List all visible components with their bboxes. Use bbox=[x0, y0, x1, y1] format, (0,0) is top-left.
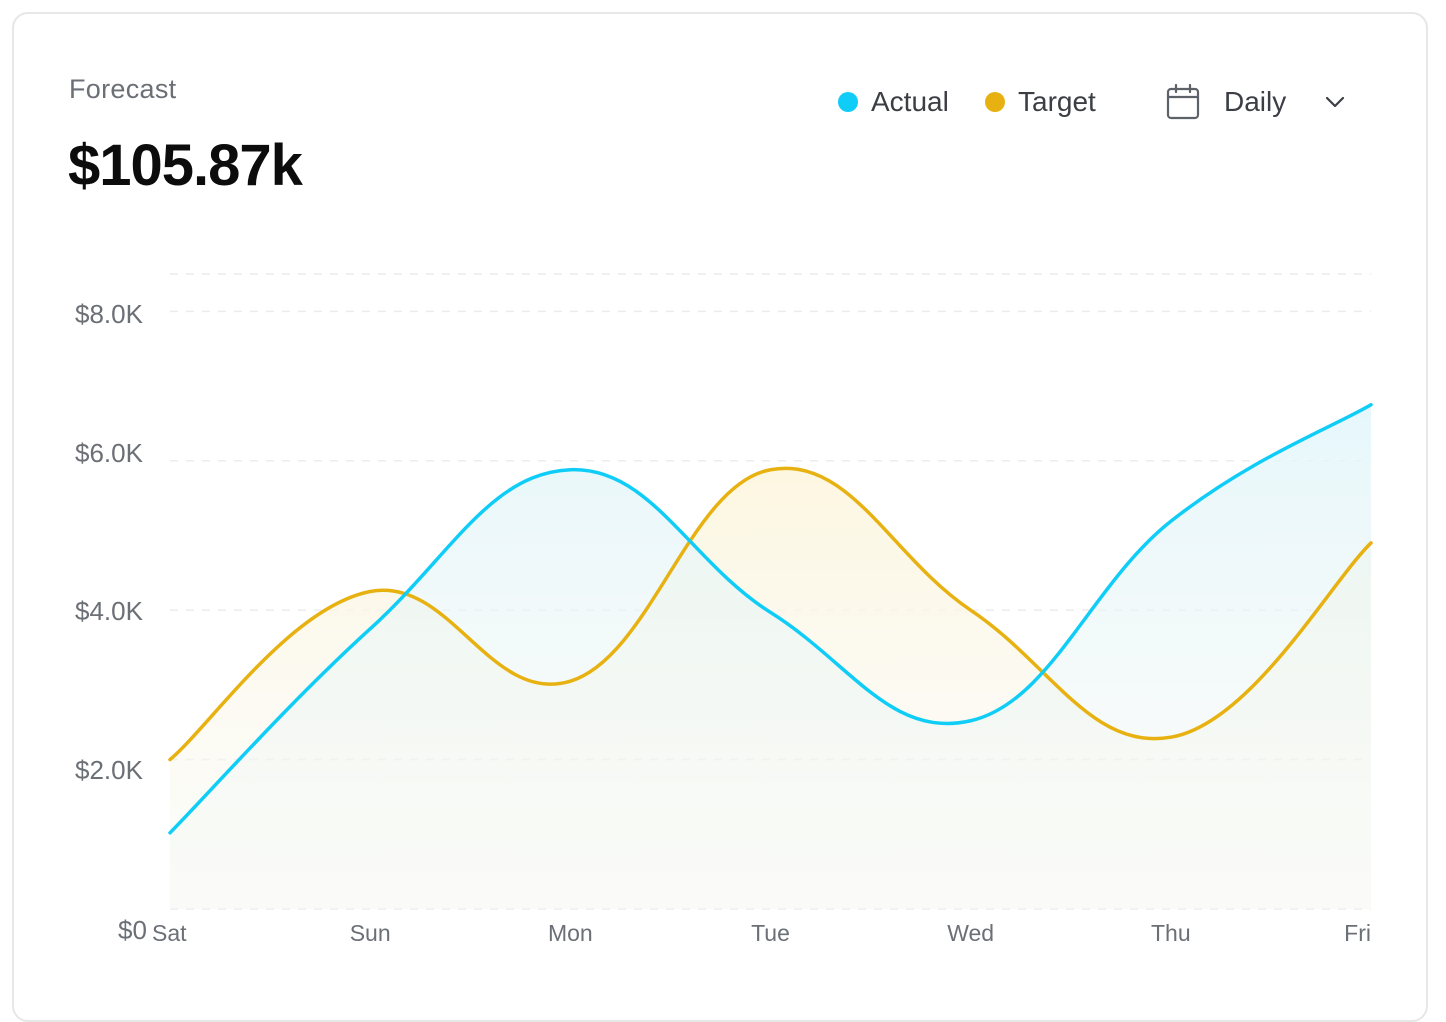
legend-label-target: Target bbox=[1018, 86, 1096, 117]
period-dropdown[interactable]: Daily bbox=[1166, 80, 1346, 124]
x-tick-label: Fri bbox=[1344, 920, 1371, 946]
card-title: Forecast bbox=[69, 74, 177, 104]
legend-dot-target bbox=[985, 92, 1005, 112]
chevron-down-icon bbox=[1326, 96, 1345, 108]
legend-item-actual: Actual bbox=[838, 84, 949, 120]
target-line bbox=[168, 466, 1373, 762]
calendar-icon bbox=[1166, 83, 1200, 120]
legend-dot-actual bbox=[838, 92, 858, 112]
x-tick-label: Thu bbox=[1151, 920, 1191, 946]
forecast-amount: $105.87k bbox=[68, 133, 303, 198]
actual-area bbox=[170, 404, 1371, 909]
period-label: Daily bbox=[1224, 86, 1287, 117]
y-tick-label: $2.0K bbox=[75, 755, 144, 785]
x-tick-label: Wed bbox=[947, 920, 994, 946]
x-tick-label: Tue bbox=[751, 920, 790, 946]
x-tick-label: Sat bbox=[152, 920, 187, 946]
y-tick-label: $6.0K bbox=[75, 438, 144, 468]
legend-label-actual: Actual bbox=[871, 86, 949, 117]
y-tick-label: $0 bbox=[118, 915, 147, 945]
y-tick-label: $4.0K bbox=[75, 596, 144, 626]
x-tick-label: Sun bbox=[350, 920, 391, 946]
y-tick-label: $8.0K bbox=[75, 299, 144, 329]
x-tick-label: Mon bbox=[548, 920, 593, 946]
legend-item-target: Target bbox=[985, 84, 1096, 120]
actual-line bbox=[168, 402, 1373, 835]
